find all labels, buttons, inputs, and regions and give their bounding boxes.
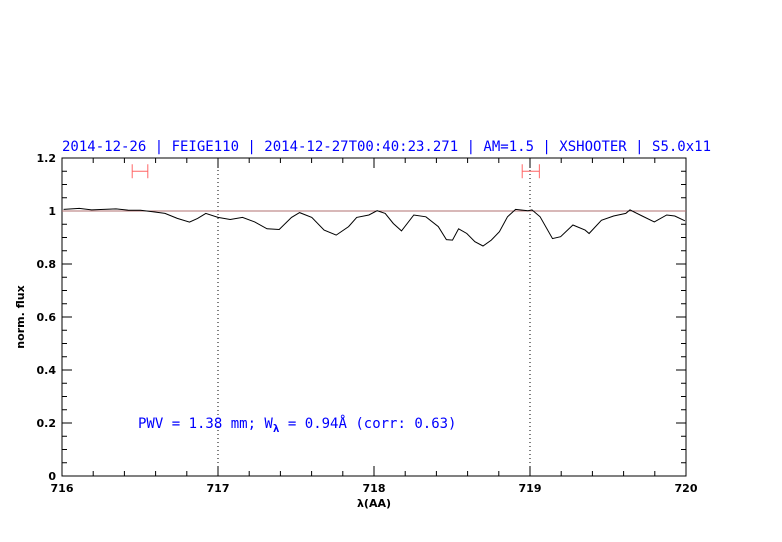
y-tick-label: 0.4 bbox=[37, 364, 57, 377]
annotation: PWV = 1.38 mm; Wλ = 0.94Å (corr: 0.63) bbox=[138, 415, 457, 435]
x-tick-label: 716 bbox=[51, 482, 74, 495]
x-tick-label: 717 bbox=[207, 482, 230, 495]
y-tick-label: 0.8 bbox=[37, 258, 57, 271]
x-axis-title: λ(AA) bbox=[357, 497, 391, 510]
y-tick-label: 1.2 bbox=[37, 152, 57, 165]
x-tick-label: 719 bbox=[519, 482, 542, 495]
x-tick-label: 718 bbox=[363, 482, 386, 495]
annotation-subscript: λ bbox=[273, 422, 280, 435]
y-tick-label: 0.6 bbox=[37, 311, 57, 324]
annotation-prefix: PWV = 1.38 mm; W bbox=[138, 416, 273, 432]
flux-series-line bbox=[63, 207, 686, 247]
x-tick-label: 720 bbox=[675, 482, 698, 495]
y-tick-label: 1 bbox=[48, 205, 56, 218]
annotation-suffix: = 0.94Å (corr: 0.63) bbox=[279, 415, 456, 432]
y-tick-label: 0.2 bbox=[37, 417, 57, 430]
y-tick-label: 0 bbox=[48, 470, 56, 483]
chart-title: 2014-12-26 | FEIGE110 | 2014-12-27T00:40… bbox=[62, 139, 711, 155]
y-axis-title: norm. flux bbox=[14, 285, 27, 348]
